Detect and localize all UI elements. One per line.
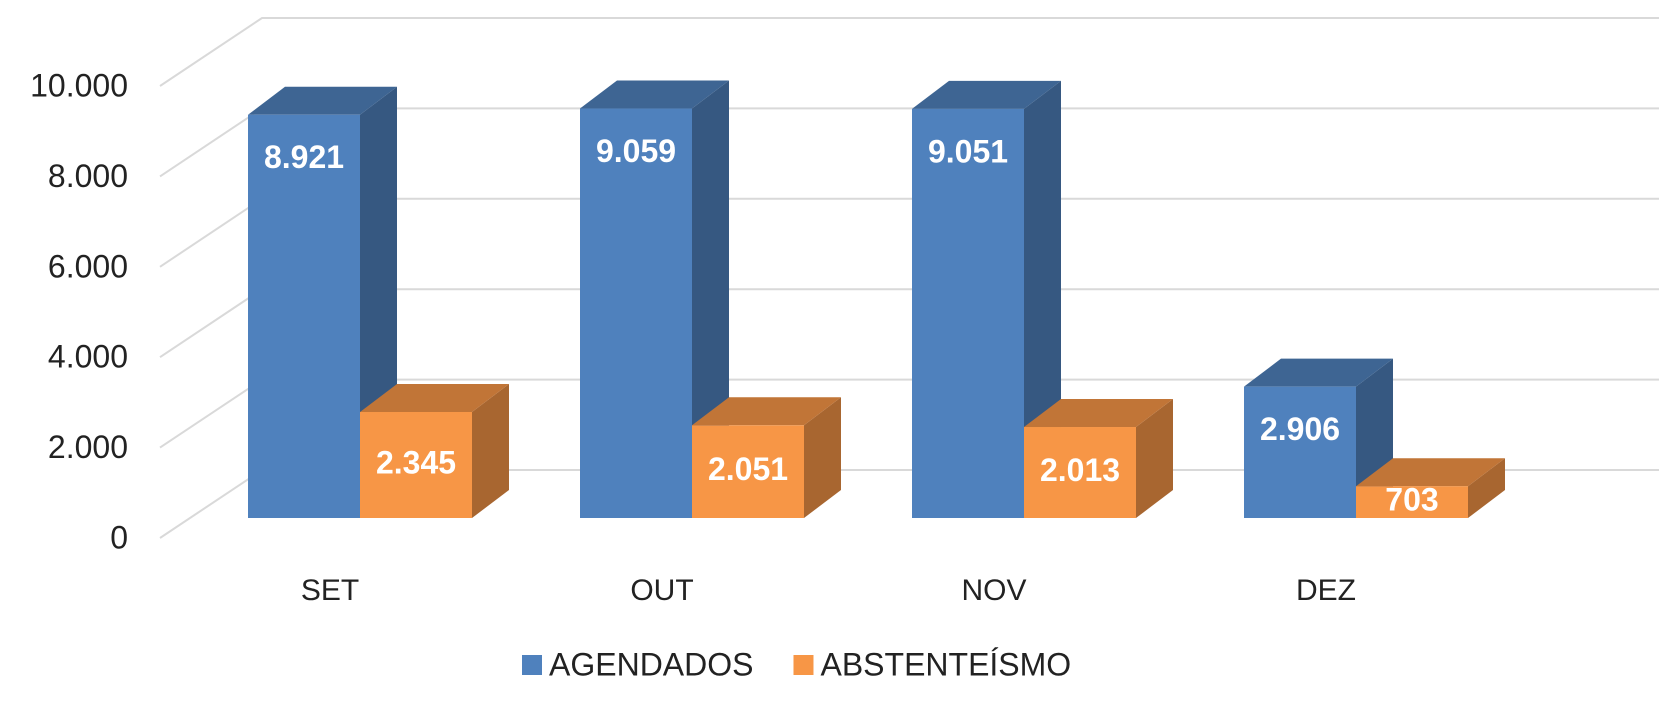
y-tick-label: 8.000	[48, 158, 128, 194]
legend-label: AGENDADOS	[549, 646, 753, 682]
legend-swatch	[793, 655, 813, 675]
y-tick-label: 0	[110, 519, 128, 555]
value-label: 8.921	[264, 139, 344, 175]
legend-swatch	[522, 655, 542, 675]
y-tick-label: 6.000	[48, 248, 128, 284]
bar	[1244, 387, 1356, 518]
chart: 0 2.000 4.000 6.000 8.000 10.000 SET 8.921 2.345…	[0, 0, 1659, 720]
grid-line	[160, 18, 1659, 86]
value-label: 2.345	[376, 444, 456, 480]
bar	[912, 109, 1024, 518]
x-tick-label: OUT	[630, 574, 693, 607]
x-tick-label: SET	[301, 574, 359, 607]
value-label: 2.051	[708, 451, 788, 487]
y-tick-label: 2.000	[48, 429, 128, 465]
bar	[580, 109, 692, 518]
x-tick-label: NOV	[961, 574, 1026, 607]
y-tick-label: 10.000	[30, 67, 128, 103]
value-label: 2.906	[1260, 411, 1340, 447]
x-tick-label: DEZ	[1296, 574, 1356, 607]
y-tick-label: 4.000	[48, 339, 128, 375]
value-label: 9.051	[928, 133, 1008, 169]
legend-label: ABSTENTEÍSMO	[820, 646, 1071, 682]
bar	[248, 115, 360, 518]
value-label: 2.013	[1040, 452, 1120, 488]
value-label: 703	[1385, 482, 1438, 518]
value-label: 9.059	[596, 133, 676, 169]
